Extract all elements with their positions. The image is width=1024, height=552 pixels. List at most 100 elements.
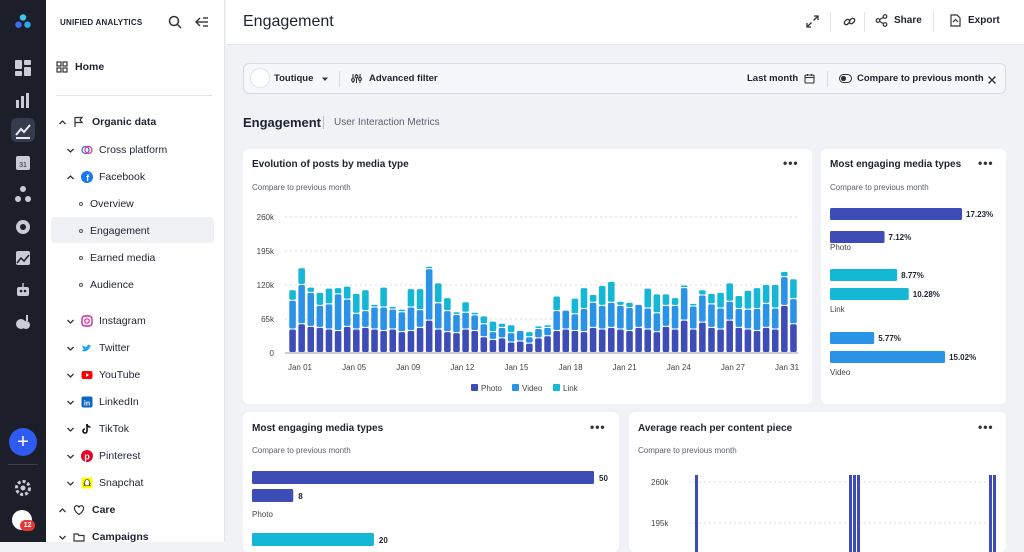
x-tick-label: Jan 12 — [450, 363, 475, 372]
twitter-icon — [82, 344, 91, 352]
advanced-filter-button[interactable]: Advanced filter — [351, 73, 438, 84]
collapse-sidebar-icon[interactable] — [195, 15, 209, 34]
bar-value-label: 7.12% — [889, 233, 912, 242]
sidebar-item-tiktok[interactable]: TikTok — [66, 423, 129, 435]
share-button[interactable]: Share — [875, 14, 922, 27]
sidebar-item-care[interactable]: Care — [58, 504, 115, 516]
bar-video — [353, 313, 360, 329]
bar-video — [699, 295, 706, 322]
bar-photo — [389, 329, 397, 352]
compare-toggle[interactable]: Compare to previous month — [839, 73, 984, 84]
pinterest-icon: p — [81, 450, 93, 462]
sidebar-subitem-audience[interactable]: Audience — [79, 279, 134, 291]
bot-icon[interactable] — [11, 278, 35, 302]
bar-link — [334, 288, 342, 294]
bar-video — [516, 331, 524, 341]
bar-photo — [726, 320, 733, 352]
bar-video — [480, 324, 488, 337]
bar-photo — [553, 331, 560, 352]
sidebar-item-twitter[interactable]: Twitter — [66, 342, 130, 354]
sidebar-subitem-engagement[interactable]: Engagement — [79, 225, 150, 237]
bar-video — [398, 312, 406, 332]
bar-link — [371, 304, 378, 307]
legend-label: Video — [522, 384, 543, 393]
image-icon[interactable] — [11, 246, 35, 270]
bar-video — [380, 307, 387, 331]
chevron-up-icon — [67, 174, 74, 179]
bar-video — [790, 299, 797, 324]
more-options-icon[interactable]: ••• — [978, 420, 994, 434]
svg-text:in: in — [84, 401, 90, 408]
x-tick-label: Jan 21 — [613, 363, 638, 372]
sidebar-item-label: Home — [75, 61, 105, 73]
bar-photo — [334, 331, 342, 352]
sidebar-item-pinterest[interactable]: p Pinterest — [66, 450, 140, 462]
bar-link — [289, 290, 296, 300]
bar-photo — [307, 326, 315, 352]
sidebar-subitem-overview[interactable]: Overview — [79, 198, 134, 210]
chevron-down-icon — [67, 454, 74, 459]
account-dropdown[interactable]: Toutique — [274, 73, 329, 84]
search-icon[interactable] — [168, 15, 182, 34]
bar-link — [589, 294, 597, 302]
bar-link — [753, 288, 761, 309]
chart-card-engaging-media-count: Most engaging media types Compare to pre… — [243, 412, 619, 552]
reports-bar-icon[interactable] — [11, 88, 35, 112]
sidebar-item-campaigns[interactable]: Campaigns — [58, 531, 149, 543]
y-tick-label: 260k — [651, 478, 669, 487]
bar-video — [453, 314, 460, 333]
bar-video — [316, 305, 324, 327]
sidebar-item-linkedin[interactable]: in LinkedIn — [66, 396, 139, 408]
bar-link — [353, 293, 360, 313]
sidebar-item-organic-data[interactable]: Organic data — [58, 116, 156, 128]
bar-photo — [644, 329, 652, 352]
chevron-down-icon — [67, 373, 74, 378]
bar-link — [398, 309, 406, 312]
page-title: Engagement — [243, 13, 334, 30]
bar-link — [708, 293, 715, 304]
bar-video — [680, 288, 688, 320]
expand-icon[interactable] — [806, 15, 819, 33]
link-icon[interactable] — [843, 15, 856, 33]
bar-video — [325, 304, 333, 329]
network-icon[interactable] — [11, 182, 35, 206]
bar-video — [371, 307, 378, 329]
add-button[interactable]: + — [9, 428, 37, 456]
bar-photo — [653, 332, 661, 352]
category-label: Video — [830, 368, 851, 377]
bar-link — [580, 288, 588, 309]
sidebar-item-instagram[interactable]: Instagram — [66, 315, 146, 327]
bar-link — [298, 268, 305, 284]
listening-icon[interactable] — [11, 214, 35, 238]
bar-link — [507, 325, 515, 333]
sidebar-item-youtube[interactable]: YouTube — [66, 369, 140, 381]
bar-current — [830, 208, 962, 220]
sidebar-item-cross-platform[interactable]: Cross platform — [66, 144, 167, 156]
more-options-icon[interactable]: ••• — [783, 156, 799, 170]
more-options-icon[interactable]: ••• — [978, 156, 994, 170]
period-selector[interactable]: Last month — [747, 73, 815, 84]
bar-link — [553, 296, 560, 311]
sidebar-item-facebook[interactable]: f Facebook — [66, 171, 145, 183]
settings-gear-icon[interactable] — [11, 476, 35, 500]
sidebar-subitem-earned-media[interactable]: Earned media — [79, 252, 155, 264]
legend-swatch — [553, 384, 560, 391]
linkedin-icon: in — [81, 396, 93, 408]
dashboard-icon[interactable] — [11, 56, 35, 80]
chevron-up-icon — [59, 507, 66, 512]
y-tick-label: 120k — [257, 281, 275, 290]
more-options-icon[interactable]: ••• — [590, 420, 606, 434]
x-tick-label: Jan 18 — [559, 363, 584, 372]
calendar-icon[interactable]: 31 — [11, 150, 35, 174]
legend-label: Photo — [481, 384, 502, 393]
sidebar-item-home[interactable]: Home — [56, 61, 104, 73]
bar-photo — [353, 329, 360, 352]
export-button[interactable]: Export — [949, 14, 1000, 27]
close-compare-icon[interactable] — [987, 72, 997, 90]
stacked-bar-chart: 260k 195k 120k 65k 0 Jan 01 Jan 05 Jan 09 Jan 12… — [257, 213, 800, 393]
app-logo-icon[interactable] — [11, 10, 35, 34]
bar-photo — [853, 475, 856, 552]
sidebar-item-snapchat[interactable]: Snapchat — [66, 477, 143, 489]
analytics-trend-icon[interactable] — [11, 118, 35, 142]
cloud-tool-icon[interactable] — [11, 310, 35, 334]
